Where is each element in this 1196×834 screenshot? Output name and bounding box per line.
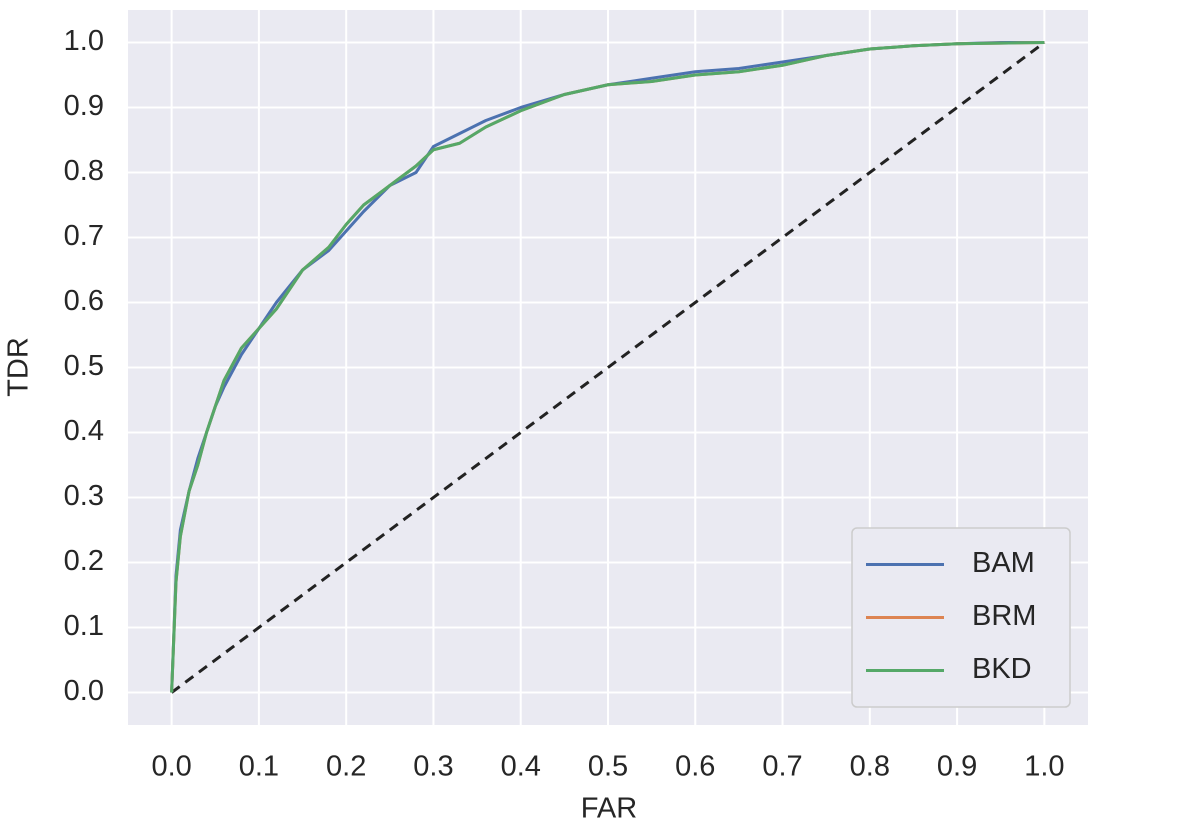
x-tick-label: 0.4 [501, 751, 541, 783]
y-tick-label: 0.4 [64, 415, 104, 447]
y-tick-label: 0.9 [64, 90, 104, 122]
x-tick-label: 0.1 [239, 751, 279, 783]
x-tick-label: 0.7 [762, 751, 802, 783]
y-tick-label: 0.6 [64, 285, 104, 317]
legend-label: BKD [972, 653, 1032, 685]
y-tick-label: 0.3 [64, 480, 104, 512]
y-tick-label: 0.8 [64, 155, 104, 187]
series-line [170, 41, 1045, 693]
legend-box [851, 527, 1071, 708]
y-tick-label: 0.5 [64, 350, 104, 382]
y-tick-label: 0.1 [64, 610, 104, 642]
x-tick-label: 0.0 [151, 751, 191, 783]
x-tick-label: 0.9 [937, 751, 977, 783]
y-tick-label: 0.7 [64, 220, 104, 252]
x-tick-label: 0.2 [326, 751, 366, 783]
y-tick-label: 0.0 [64, 675, 104, 707]
legend-label: BAM [972, 547, 1035, 579]
x-tick-label: 1.0 [1024, 751, 1064, 783]
x-tick-label: 0.8 [850, 751, 890, 783]
x-tick-label: 0.3 [413, 751, 453, 783]
legend-label: BRM [972, 600, 1036, 632]
y-tick-label: 0.2 [64, 545, 104, 577]
x-axis-label: FAR [581, 793, 637, 825]
x-tick-label: 0.6 [675, 751, 715, 783]
y-axis-label: TDR [3, 337, 35, 397]
y-tick-label: 1.0 [64, 25, 104, 57]
reference-line [170, 41, 1046, 694]
x-tick-label: 0.5 [588, 751, 628, 783]
